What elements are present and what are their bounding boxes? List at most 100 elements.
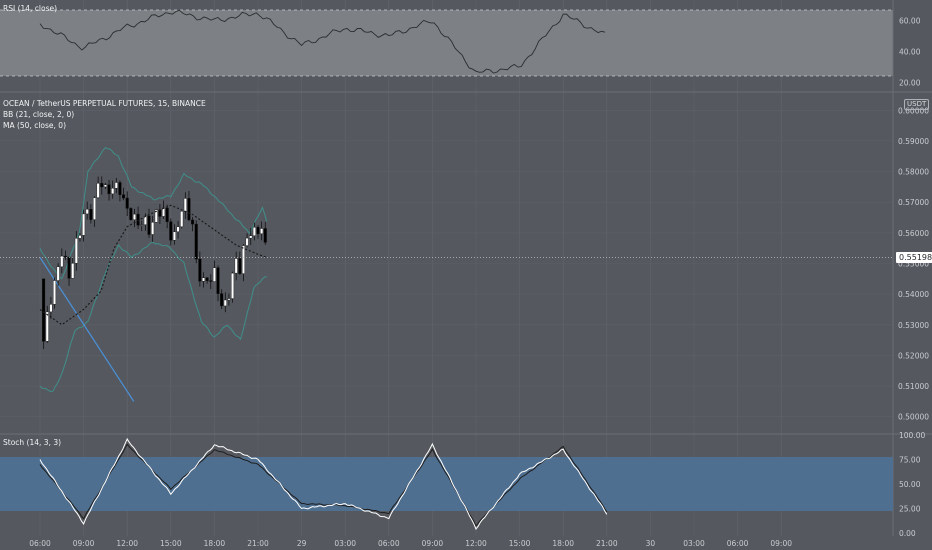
candle-body <box>231 272 235 299</box>
time-tick-label: 30 <box>646 539 656 548</box>
price-tick-label: 0.54000 <box>898 290 929 299</box>
candle-body <box>263 228 267 243</box>
stoch-tick-label: 50.00 <box>899 480 921 489</box>
candle-body <box>169 221 173 241</box>
trendline[interactable] <box>39 257 135 402</box>
candle-body <box>129 208 133 220</box>
time-tick-label: 15:00 <box>509 539 531 548</box>
time-axis[interactable]: 06:00 09:00 12:00 15:00 18:00 21:00 29 03:00 06:… <box>29 539 792 548</box>
stoch-tick-label: 25.00 <box>899 505 921 514</box>
candles <box>42 176 267 349</box>
time-tick-label: 15:00 <box>160 539 182 548</box>
candle-body <box>45 311 49 342</box>
time-tick-label: 09:00 <box>422 539 444 548</box>
time-tick-label: 03:00 <box>683 539 705 548</box>
price-tick-label: 0.58000 <box>898 168 929 177</box>
rsi-title: RSI (14, close) <box>3 4 58 13</box>
time-tick-label: 18:00 <box>552 539 574 548</box>
stoch-k-line <box>39 437 608 530</box>
time-tick-label: 29 <box>297 539 307 548</box>
candle-body <box>223 299 227 307</box>
candle-body <box>234 258 238 274</box>
currency-badge[interactable]: USDT <box>904 99 930 110</box>
price-tick-label: 0.53000 <box>898 321 929 330</box>
price-tick-label: 0.50000 <box>898 413 929 422</box>
time-tick-label: 06:00 <box>29 539 51 548</box>
candle-body <box>194 223 198 260</box>
stoch-tick-label: 75.00 <box>899 456 921 465</box>
candle-body <box>122 194 126 199</box>
bollinger-lower-band <box>39 242 267 392</box>
time-tick-label: 09:00 <box>73 539 95 548</box>
candle-body <box>183 198 187 212</box>
price-axis[interactable]: 0.60000 0.59000 0.58000 0.57000 0.56000 0.550… <box>898 106 929 421</box>
candle-body <box>140 224 144 226</box>
candle-body <box>256 226 260 234</box>
candle-body <box>205 277 209 281</box>
candle-body <box>53 280 57 305</box>
candle-body <box>82 213 86 236</box>
candle-body <box>209 280 213 282</box>
candle-body <box>154 209 158 223</box>
candle-body <box>92 197 96 220</box>
candle-body <box>114 182 118 189</box>
candle-body <box>74 238 78 264</box>
candle-body <box>216 267 220 294</box>
candle-body <box>63 255 67 258</box>
candle-body <box>165 207 169 222</box>
rsi-tick-label: 40.00 <box>899 47 921 56</box>
candle-body <box>180 211 184 227</box>
candle-body <box>198 258 202 282</box>
bb-indicator-label[interactable]: BB (21, close, 2, 0) <box>3 110 75 119</box>
candle-body <box>187 198 191 221</box>
time-tick-label: 12:00 <box>116 539 138 548</box>
rsi-axis: 60.00 40.00 20.00 <box>899 17 921 88</box>
candle-body <box>227 298 231 301</box>
price-tick-label: 0.57000 <box>898 198 929 207</box>
candle-body <box>260 228 264 234</box>
price-tick-label: 0.51000 <box>898 382 929 391</box>
candle-body <box>191 219 195 225</box>
time-tick-label: 21:00 <box>247 539 269 548</box>
time-tick-label: 21:00 <box>596 539 618 548</box>
candle-body <box>245 237 249 246</box>
symbol-title: OCEAN / TetherUS PERPETUAL FUTURES, 15, … <box>3 99 206 108</box>
price-tick-label: 0.59000 <box>898 137 929 146</box>
candle-body <box>49 304 53 313</box>
candle-body <box>249 235 253 239</box>
stoch-band <box>0 457 893 511</box>
candle-body <box>96 183 100 198</box>
price-tick-label: 0.60000 <box>898 106 929 115</box>
candle-body <box>67 256 71 279</box>
candle-body <box>238 258 242 274</box>
time-tick-label: 09:00 <box>770 539 792 548</box>
candle-body <box>172 231 176 241</box>
stoch-axis: 100.00 75.00 50.00 25.00 0.00 <box>899 431 925 538</box>
rsi-band <box>0 10 893 76</box>
candle-body <box>71 263 75 279</box>
candle-body <box>100 183 104 188</box>
candle-body <box>85 209 89 215</box>
candle-body <box>241 245 245 274</box>
candle-body <box>42 278 46 342</box>
candle-body <box>78 235 82 239</box>
candle-body <box>60 255 64 267</box>
ma-indicator-label[interactable]: MA (50, close, 0) <box>3 121 67 130</box>
time-tick-label: 18:00 <box>204 539 226 548</box>
stoch-title: Stoch (14, 3, 3) <box>3 438 62 447</box>
candle-body <box>212 267 216 282</box>
candle-body <box>147 215 151 235</box>
rsi-tick-label: 60.00 <box>899 17 921 26</box>
last-price-tag: 0.55198 <box>896 252 932 263</box>
time-tick-label: 06:00 <box>727 539 749 548</box>
stoch-tick-label: 100.00 <box>899 431 925 440</box>
stoch-tick-label: 0.00 <box>899 529 916 538</box>
time-tick-label: 12:00 <box>465 539 487 548</box>
candle-body <box>132 213 136 220</box>
candle-body <box>151 222 155 235</box>
price-tick-label: 0.55000 <box>898 260 929 269</box>
candle-body <box>107 184 111 195</box>
candle-body <box>111 188 115 195</box>
rsi-line <box>39 9 606 74</box>
